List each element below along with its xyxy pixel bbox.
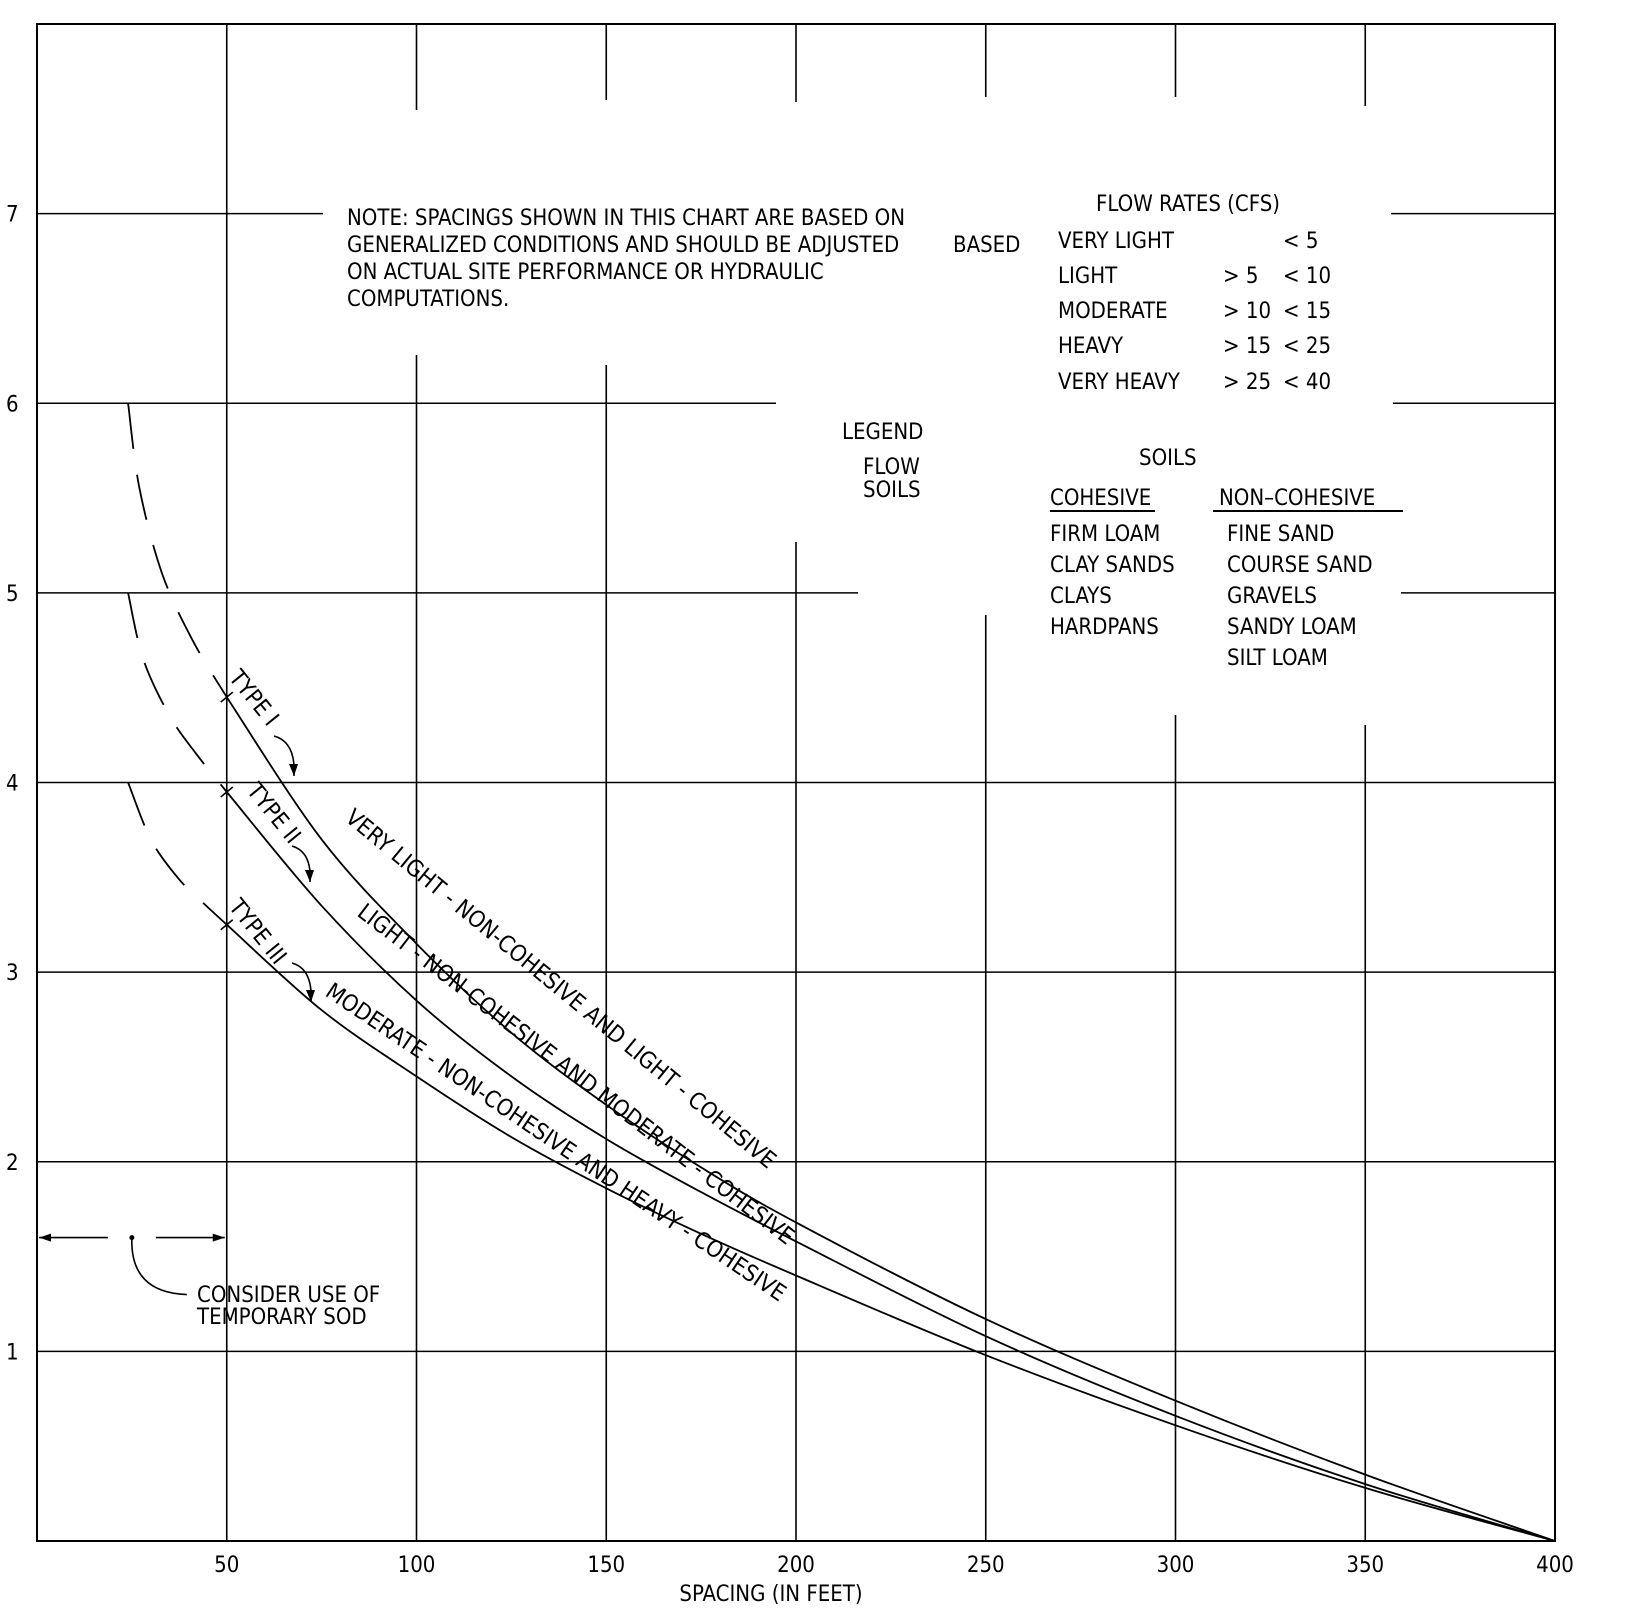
series-leader-arrow: [291, 962, 312, 1003]
flow-row-lt: < 40: [1283, 370, 1331, 395]
series-type-label: TYPE III: [223, 894, 291, 970]
series-description-label: VERY LIGHT - NON-COHESIVE AND LIGHT - CO…: [340, 805, 780, 1174]
noncohesive-soil: COURSE SAND: [1227, 553, 1373, 578]
series-crossing-tick: [220, 786, 234, 798]
noncohesive-header: NON–COHESIVE: [1219, 486, 1375, 511]
legend-title: LEGEND: [842, 420, 923, 445]
series-type-label: TYPE II: [241, 778, 306, 849]
note-line-1: NOTE: SPACINGS SHOWN IN THIS CHART ARE B…: [347, 206, 905, 231]
flow-row-gt: > 25: [1223, 370, 1271, 395]
x-tick-label: 300: [1157, 1553, 1195, 1578]
cohesive-soil: CLAY SANDS: [1050, 553, 1175, 578]
series-leader-arrow: [273, 735, 295, 777]
flow-rates-title: FLOW RATES (CFS): [1096, 192, 1280, 217]
x-tick-label: 250: [967, 1553, 1005, 1578]
cohesive-soil: CLAYS: [1050, 584, 1112, 609]
sod-line-1: CONSIDER USE OF: [197, 1283, 380, 1308]
flow-row-lt: < 15: [1283, 299, 1331, 324]
soils-table: SOILS COHESIVE NON–COHESIVE FIRM LOAM CL…: [1050, 446, 1403, 671]
sod-line-2: TEMPORARY SOD: [196, 1305, 367, 1330]
sod-arrowhead-right: [212, 1233, 225, 1242]
flow-row-lt: < 25: [1283, 334, 1331, 359]
x-tick-label: 100: [398, 1553, 436, 1578]
series-line: [226, 696, 1556, 1542]
series-description-label: LIGHT - NON-COHESIVE AND MODERATE - COHE…: [352, 899, 798, 1250]
x-tick-label: 400: [1536, 1553, 1574, 1578]
noncohesive-soil: SILT LOAM: [1227, 646, 1328, 671]
flow-row-name: LIGHT: [1058, 264, 1118, 289]
series-description-label: MODERATE - NON-COHESIVE AND HEAVY - COHE…: [321, 978, 791, 1307]
sod-leader: [131, 1237, 187, 1296]
series-dashed-extension: [127, 782, 228, 926]
annotations: SPACING (IN FEET) NOTE: SPACINGS SHOWN I…: [196, 192, 1403, 1607]
noncohesive-soil: SANDY LOAM: [1227, 615, 1357, 640]
note-block: NOTE: SPACINGS SHOWN IN THIS CHART ARE B…: [347, 206, 905, 312]
sod-annotation: CONSIDER USE OF TEMPORARY SOD: [196, 1283, 380, 1330]
series-crossing-tick: [220, 919, 234, 931]
series-dashed-extension: [127, 403, 228, 698]
plot-frame: [36, 23, 1556, 1542]
y-tick-label: 7: [6, 203, 19, 228]
noncohesive-soil: GRAVELS: [1227, 584, 1317, 609]
x-tick-label: 150: [587, 1553, 625, 1578]
flow-row-lt: < 10: [1283, 264, 1331, 289]
series-leader-arrow: [291, 845, 311, 883]
y-tick-label: 4: [6, 772, 19, 797]
grid: [37, 24, 1555, 1541]
y-tick-label: 3: [6, 961, 19, 986]
y-tick-label: 5: [6, 582, 19, 607]
y-tick-label: 2: [6, 1151, 19, 1176]
y-tick-label: 1: [6, 1340, 19, 1365]
series-arrowhead: [289, 764, 298, 776]
series-crossing-tick: [220, 691, 234, 703]
based-label: BASED: [953, 233, 1020, 258]
cohesive-soil: HARDPANS: [1050, 615, 1159, 640]
cohesive-header: COHESIVE: [1050, 486, 1151, 511]
note-line-4: COMPUTATIONS.: [347, 287, 509, 312]
x-tick-label: 200: [777, 1553, 815, 1578]
flow-row-gt: > 15: [1223, 334, 1271, 359]
flow-rates-table: FLOW RATES (CFS) VERY LIGHT < 5 LIGHT > …: [1058, 192, 1331, 395]
x-tick-label: 350: [1346, 1553, 1384, 1578]
plot-border: [36, 23, 1556, 1542]
legend-soils: SOILS: [863, 478, 921, 503]
x-tick-label: 50: [214, 1553, 239, 1578]
sod-arrowhead-left: [39, 1233, 51, 1242]
cohesive-soil: FIRM LOAM: [1050, 522, 1160, 547]
tick-labels: 50 100 150 200 250 300 350 400 1 2 3 4 5 6 7: [6, 203, 1574, 1578]
noncohesive-soil: FINE SAND: [1227, 522, 1334, 547]
series-line: [226, 924, 1556, 1542]
series-type-label: TYPE I: [223, 665, 284, 731]
series-line: [226, 791, 1556, 1542]
note-line-3: ON ACTUAL SITE PERFORMANCE OR HYDRAULIC: [347, 260, 824, 285]
series-arrowhead: [306, 990, 315, 1002]
flow-row-name: HEAVY: [1058, 334, 1124, 359]
y-tick-label: 6: [6, 392, 19, 417]
soils-title: SOILS: [1139, 446, 1197, 471]
flow-row-name: MODERATE: [1058, 299, 1168, 324]
flow-row-lt: < 5: [1283, 229, 1318, 254]
series-dashed-extension: [127, 592, 228, 793]
note-line-2: GENERALIZED CONDITIONS AND SHOULD BE ADJ…: [347, 233, 899, 258]
flow-row-gt: > 10: [1223, 299, 1271, 324]
legend-flow: FLOW: [863, 455, 920, 480]
flow-row-gt: > 5: [1223, 264, 1258, 289]
series-arrowhead: [305, 870, 314, 882]
flow-row-name: VERY HEAVY: [1058, 370, 1181, 395]
flow-row-name: VERY LIGHT: [1058, 229, 1175, 254]
x-axis-label: SPACING (IN FEET): [679, 1582, 862, 1607]
